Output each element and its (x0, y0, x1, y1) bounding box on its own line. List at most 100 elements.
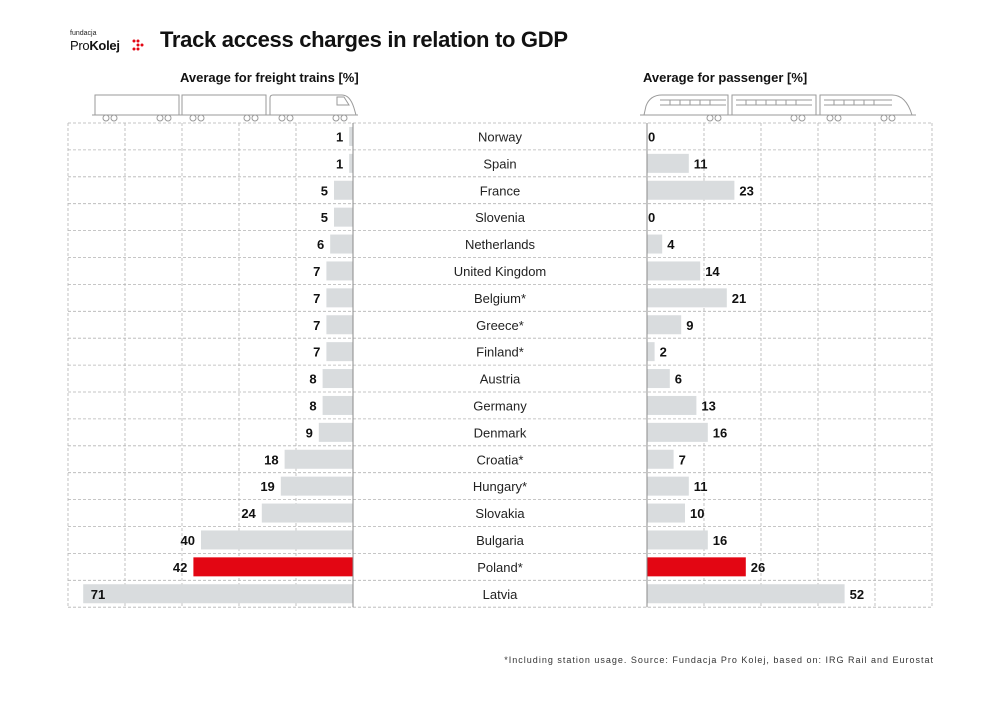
passenger-bar (647, 234, 663, 254)
freight-train-icon (92, 94, 358, 122)
freight-value-label: 1 (336, 156, 343, 171)
country-label: Latvia (483, 587, 518, 602)
passenger-value-label: 23 (739, 183, 753, 198)
passenger-value-label: 26 (751, 560, 765, 575)
freight-bar (334, 207, 353, 227)
freight-value-label: 24 (241, 506, 256, 521)
passenger-bar (647, 530, 708, 550)
passenger-value-label: 0 (648, 129, 655, 144)
passenger-bar (647, 288, 727, 308)
freight-bar (284, 449, 353, 469)
country-label: Germany (473, 398, 527, 413)
passenger-value-label: 4 (667, 237, 675, 252)
freight-value-label: 5 (321, 183, 328, 198)
freight-bar (322, 369, 353, 389)
country-label: Finland* (476, 345, 524, 360)
freight-value-label: 1 (336, 129, 343, 144)
freight-bar (334, 180, 353, 200)
passenger-bar (647, 153, 689, 173)
freight-value-label: 18 (264, 452, 278, 467)
freight-bar (326, 288, 353, 308)
country-label: Poland* (477, 560, 523, 575)
passenger-value-label: 9 (686, 318, 693, 333)
country-label: Slovakia (475, 506, 525, 521)
freight-bar (193, 557, 353, 577)
country-label: France (480, 183, 520, 198)
passenger-bar (647, 342, 655, 362)
freight-bar (318, 422, 353, 442)
passenger-value-label: 16 (713, 533, 727, 548)
freight-bar (330, 234, 353, 254)
passenger-bar (647, 395, 697, 415)
freight-bar (280, 476, 353, 496)
freight-value-label: 5 (321, 210, 328, 225)
passenger-train-icon (640, 94, 916, 122)
country-label: Austria (480, 372, 521, 387)
country-label: Greece* (476, 318, 524, 333)
freight-value-label: 42 (173, 560, 187, 575)
passenger-value-label: 6 (675, 372, 682, 387)
freight-value-label: 7 (313, 291, 320, 306)
logo-kolej-text: Kolej (89, 38, 120, 53)
passenger-value-label: 0 (648, 210, 655, 225)
passenger-panel-title: Average for passenger [%] (643, 70, 808, 85)
passenger-value-label: 13 (701, 398, 715, 413)
logo-pro-text: Pro (70, 38, 90, 53)
passenger-bar (647, 584, 845, 604)
country-label: Bulgaria (476, 533, 524, 548)
country-label: Slovenia (475, 210, 526, 225)
freight-value-label: 7 (313, 318, 320, 333)
passenger-value-label: 10 (690, 506, 704, 521)
freight-value-label: 40 (181, 533, 195, 548)
country-label: Hungary* (473, 479, 527, 494)
freight-value-label: 7 (313, 345, 320, 360)
footnote-source: *Including station usage. Source: Fundac… (504, 655, 934, 665)
passenger-bar (647, 315, 682, 335)
freight-value-label: 6 (317, 237, 324, 252)
country-label: Netherlands (465, 237, 536, 252)
passenger-value-label: 21 (732, 291, 746, 306)
freight-bar (261, 503, 353, 523)
freight-value-label: 9 (306, 425, 313, 440)
country-label: Denmark (474, 425, 527, 440)
passenger-bar (647, 261, 701, 281)
passenger-bar (647, 449, 674, 469)
passenger-value-label: 11 (694, 156, 708, 171)
passenger-value-label: 16 (713, 425, 727, 440)
freight-bar (322, 395, 353, 415)
freight-bar (326, 261, 353, 281)
passenger-bar (647, 503, 685, 523)
freight-value-label: 19 (260, 479, 274, 494)
passenger-bar (647, 369, 670, 389)
passenger-bar (647, 557, 746, 577)
country-label: Norway (478, 129, 523, 144)
freight-value-label: 8 (309, 372, 316, 387)
freight-value-label: 7 (313, 264, 320, 279)
freight-bar (349, 126, 353, 146)
freight-panel-title: Average for freight trains [%] (180, 70, 359, 85)
country-label: Croatia* (477, 452, 524, 467)
passenger-value-label: 11 (694, 479, 708, 494)
freight-value-label: 71 (91, 587, 105, 602)
passenger-value-label: 2 (660, 345, 667, 360)
country-label: United Kingdom (454, 264, 547, 279)
pro-kolej-logo: fundacja ProKolej (66, 30, 156, 56)
freight-bar (83, 584, 353, 604)
freight-bar (349, 153, 353, 173)
logo-fundacja-text: fundacja (70, 30, 97, 37)
freight-bar (326, 342, 353, 362)
logo-dots-icon (132, 39, 144, 51)
passenger-bar (647, 476, 689, 496)
passenger-bar (647, 422, 708, 442)
chart-title: Track access charges in relation to GDP (160, 27, 568, 52)
passenger-value-label: 7 (679, 452, 686, 467)
passenger-value-label: 52 (850, 587, 864, 602)
freight-bar (326, 315, 353, 335)
logo-wordmark: ProKolej (70, 38, 120, 53)
country-label: Spain (483, 156, 516, 171)
passenger-value-label: 14 (705, 264, 720, 279)
freight-value-label: 8 (309, 398, 316, 413)
passenger-bar (647, 180, 735, 200)
freight-bar (201, 530, 353, 550)
